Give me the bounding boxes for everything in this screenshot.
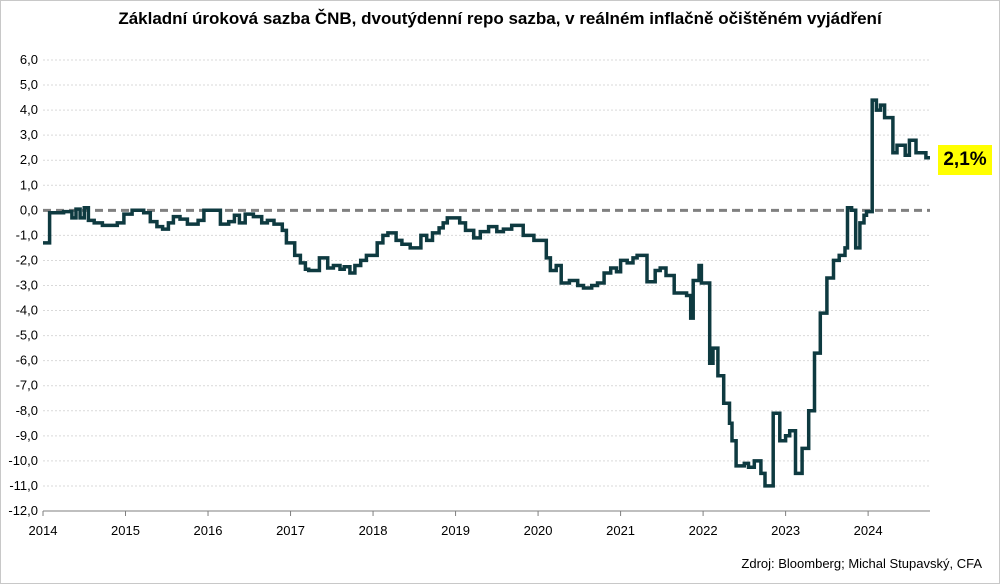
y-tick-label: 0,0 <box>20 202 38 217</box>
x-tick-label: 2024 <box>854 523 883 538</box>
x-tick-label: 2022 <box>689 523 718 538</box>
y-tick-label: 3,0 <box>20 127 38 142</box>
x-tick-label: 2019 <box>441 523 470 538</box>
y-tick-label: -1,0 <box>16 227 38 242</box>
y-tick-label: -12,0 <box>8 503 38 518</box>
y-tick-label: -2,0 <box>16 252 38 267</box>
x-tick-label: 2023 <box>771 523 800 538</box>
y-tick-label: -11,0 <box>9 478 38 493</box>
x-tick-label: 2021 <box>606 523 635 538</box>
y-tick-label: 5,0 <box>20 77 38 92</box>
source-note: Zdroj: Bloomberg; Michal Stupavský, CFA <box>741 556 982 571</box>
y-tick-label: 2,0 <box>20 152 38 167</box>
x-tick-label: 2017 <box>276 523 305 538</box>
y-tick-label: -7,0 <box>16 378 38 393</box>
x-axis-ticks: 2014 2015 2016 2017 2018 2019 2020 2021 2022 2023… <box>29 511 883 538</box>
y-tick-label: -6,0 <box>16 353 38 368</box>
y-axis-ticks: 6,0 5,0 4,0 3,0 2,0 1,0 0,0 -1,0 -2,0 -3,0 -4,0 -5,… <box>8 52 38 518</box>
real-repo-rate-line <box>43 98 930 488</box>
chart-title: Základní úroková sazba ČNB, dvoutýdenní … <box>118 9 882 28</box>
y-tick-label: -8,0 <box>16 403 38 418</box>
y-tick-label: -5,0 <box>16 328 38 343</box>
x-tick-label: 2016 <box>194 523 223 538</box>
x-tick-label: 2020 <box>524 523 553 538</box>
last-value-callout: 2,1% <box>938 145 992 175</box>
y-tick-label: 4,0 <box>20 102 38 117</box>
x-tick-label: 2018 <box>359 523 388 538</box>
y-tick-label: -9,0 <box>16 428 38 443</box>
gridlines <box>43 59 930 487</box>
y-tick-label: -3,0 <box>16 278 38 293</box>
y-tick-label: -10,0 <box>8 453 38 468</box>
y-tick-label: 1,0 <box>20 177 38 192</box>
x-tick-label: 2014 <box>29 523 58 538</box>
y-tick-label: -4,0 <box>16 303 38 318</box>
y-tick-label: 6,0 <box>20 52 38 67</box>
x-tick-label: 2015 <box>111 523 140 538</box>
